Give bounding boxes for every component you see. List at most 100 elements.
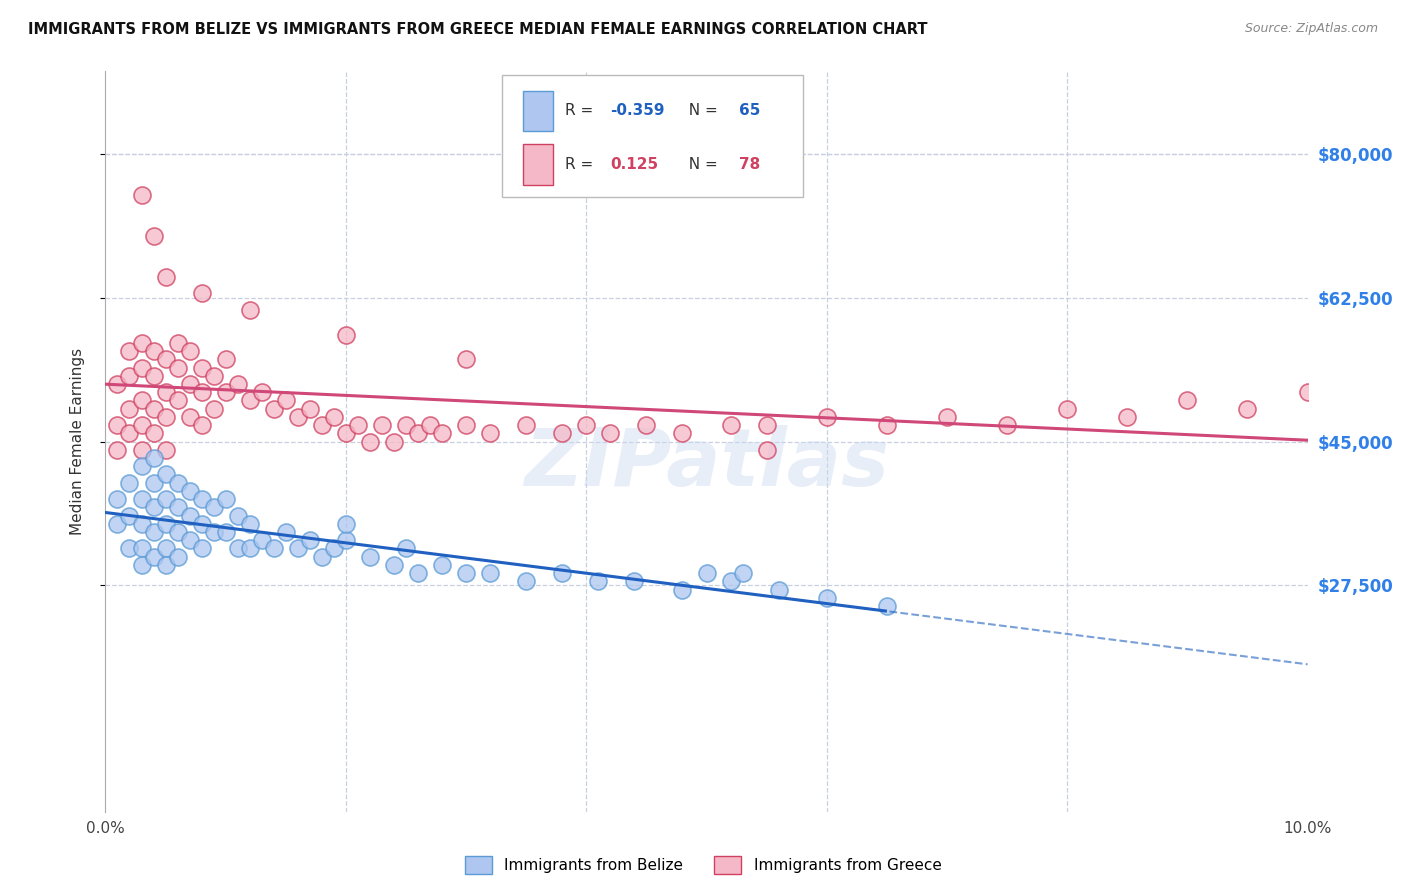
Point — [250, 533, 273, 548]
Point — [1296, 385, 1319, 400]
Point — [107, 418, 129, 433]
Point — [155, 385, 177, 400]
Point — [155, 492, 177, 507]
Point — [142, 524, 165, 539]
Point — [322, 541, 344, 556]
Point — [395, 541, 418, 556]
Y-axis label: Median Female Earnings: Median Female Earnings — [70, 348, 84, 535]
Point — [202, 368, 225, 383]
Point — [107, 492, 129, 507]
Point — [671, 426, 693, 441]
Point — [1116, 409, 1139, 424]
Point — [322, 409, 344, 424]
Point — [298, 533, 321, 548]
Point — [226, 508, 249, 523]
Point — [454, 418, 477, 433]
Point — [179, 409, 201, 424]
Point — [720, 418, 742, 433]
Point — [311, 418, 333, 433]
Point — [202, 500, 225, 515]
Point — [995, 418, 1018, 433]
Point — [214, 352, 236, 367]
Point — [876, 418, 898, 433]
Point — [190, 541, 212, 556]
FancyBboxPatch shape — [523, 90, 553, 131]
Point — [359, 434, 381, 449]
Point — [179, 344, 201, 359]
Point — [131, 418, 153, 433]
Text: R =: R = — [565, 103, 598, 119]
Point — [155, 270, 177, 285]
Point — [936, 409, 959, 424]
Point — [118, 475, 141, 490]
Text: Source: ZipAtlas.com: Source: ZipAtlas.com — [1244, 22, 1378, 36]
Point — [214, 524, 236, 539]
Point — [179, 533, 201, 548]
Point — [454, 352, 477, 367]
Point — [588, 574, 610, 589]
Point — [347, 418, 370, 433]
Point — [118, 344, 141, 359]
Point — [142, 549, 165, 564]
Text: 78: 78 — [740, 157, 761, 172]
Point — [142, 475, 165, 490]
Point — [155, 516, 177, 531]
Text: N =: N = — [679, 103, 723, 119]
Point — [166, 549, 188, 564]
Point — [202, 401, 225, 416]
Point — [335, 533, 357, 548]
Point — [142, 401, 165, 416]
Point — [118, 401, 141, 416]
Point — [876, 599, 898, 613]
Point — [226, 541, 249, 556]
Point — [190, 492, 212, 507]
Point — [131, 558, 153, 572]
Point — [335, 516, 357, 531]
Text: N =: N = — [679, 157, 723, 172]
Point — [1175, 393, 1198, 408]
Point — [190, 286, 212, 301]
Legend: Immigrants from Belize, Immigrants from Greece: Immigrants from Belize, Immigrants from … — [458, 850, 948, 880]
Point — [406, 426, 429, 441]
Point — [118, 508, 141, 523]
Point — [118, 368, 141, 383]
Point — [142, 450, 165, 465]
Point — [202, 524, 225, 539]
Point — [131, 541, 153, 556]
Point — [131, 393, 153, 408]
Point — [155, 442, 177, 457]
Point — [239, 302, 262, 317]
Text: R =: R = — [565, 157, 603, 172]
Point — [406, 566, 429, 581]
Point — [768, 582, 790, 597]
Point — [298, 401, 321, 416]
Text: 65: 65 — [740, 103, 761, 119]
Point — [720, 574, 742, 589]
Point — [274, 524, 297, 539]
Point — [118, 541, 141, 556]
Point — [263, 541, 285, 556]
Text: -0.359: -0.359 — [610, 103, 665, 119]
Point — [190, 418, 212, 433]
Point — [142, 344, 165, 359]
FancyBboxPatch shape — [523, 145, 553, 186]
Point — [623, 574, 645, 589]
Point — [155, 541, 177, 556]
Point — [515, 418, 537, 433]
Point — [155, 467, 177, 482]
Point — [166, 500, 188, 515]
Point — [166, 335, 188, 350]
Text: IMMIGRANTS FROM BELIZE VS IMMIGRANTS FROM GREECE MEDIAN FEMALE EARNINGS CORRELAT: IMMIGRANTS FROM BELIZE VS IMMIGRANTS FRO… — [28, 22, 928, 37]
Point — [731, 566, 754, 581]
Point — [287, 409, 309, 424]
Point — [479, 426, 502, 441]
Point — [430, 558, 453, 572]
Point — [179, 483, 201, 498]
Point — [142, 500, 165, 515]
Point — [274, 393, 297, 408]
Point — [335, 426, 357, 441]
FancyBboxPatch shape — [502, 75, 803, 197]
Point — [311, 549, 333, 564]
Point — [359, 549, 381, 564]
Point — [226, 376, 249, 391]
